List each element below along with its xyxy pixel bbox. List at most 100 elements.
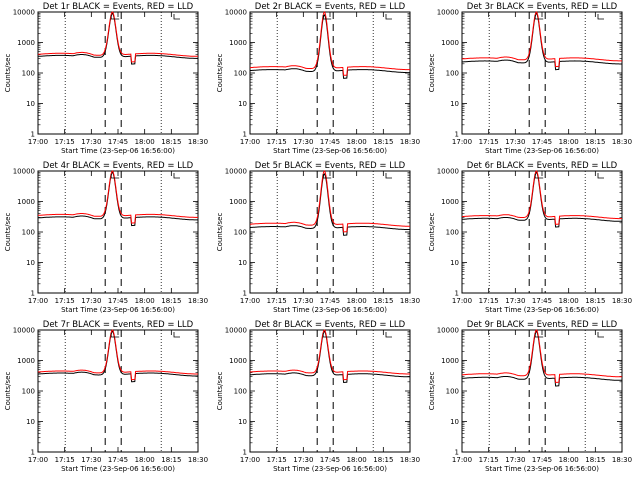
y-tick-label: 10000 [437, 9, 459, 17]
panel-title: Det 2r BLACK = Events, RED = LLD [255, 2, 406, 12]
y-tick-label: 100 [446, 70, 459, 78]
x-tick-label: 18:00 [559, 138, 579, 146]
y-tick-label: 100 [234, 388, 247, 396]
bracket-marker [597, 173, 604, 179]
lld-series-line [250, 10, 410, 76]
y-tick-label: 10 [26, 418, 35, 426]
x-tick-label: 17:30 [505, 138, 525, 146]
y-tick-label: 1000 [441, 39, 459, 47]
lld-series-line [461, 170, 622, 225]
panel-title: Det 3r BLACK = Events, RED = LLD [467, 2, 618, 12]
x-tick-label: 17:00 [240, 297, 260, 305]
panel-title: Det 5r BLACK = Events, RED = LLD [255, 161, 406, 171]
plot-frame [249, 329, 411, 453]
x-tick-label: 17:00 [240, 138, 260, 146]
y-tick-label: 10000 [225, 327, 247, 335]
detector-panel: Det 2r BLACK = Events, RED = LLD 1 10 100 10… [216, 2, 420, 155]
y-axis-label: Counts/sec [428, 213, 436, 252]
x-tick-label: 18:30 [188, 456, 208, 464]
x-tick-label: 17:15 [55, 297, 75, 305]
y-tick-label: 1000 [229, 39, 247, 47]
plot-frame [37, 170, 199, 294]
y-tick-label: 1000 [441, 198, 459, 206]
panel-title: Det 4r BLACK = Events, RED = LLD [43, 161, 194, 171]
x-axis-label: Start Time (23-Sep-06 16:56:00) [485, 147, 599, 155]
events-series-line [37, 12, 198, 65]
y-tick-label: 1 [243, 449, 247, 457]
bracket-marker [110, 15, 120, 20]
y-tick-label: 10 [450, 418, 459, 426]
lld-series-line [38, 11, 198, 63]
y-tick-label: 1 [243, 131, 247, 139]
y-tick-label: 10 [238, 259, 247, 267]
plot-frame [249, 11, 411, 135]
x-tick-label: 18:00 [347, 138, 367, 146]
y-tick-label: 1000 [17, 198, 35, 206]
y-axis-label: Counts/sec [216, 372, 224, 411]
y-tick-label: 10000 [225, 168, 247, 176]
x-tick-label: 18:15 [373, 138, 393, 146]
x-tick-label: 18:30 [400, 456, 420, 464]
bracket-marker [173, 173, 180, 179]
x-tick-label: 17:45 [108, 456, 128, 464]
plot-frame [461, 11, 623, 135]
x-tick-label: 17:15 [267, 297, 287, 305]
y-tick-label: 1000 [17, 357, 35, 365]
plot-frame [37, 11, 199, 135]
x-tick-label: 17:15 [267, 456, 287, 464]
bracket-marker [173, 14, 180, 20]
lld-series-line [249, 329, 410, 381]
bracket-marker [322, 174, 332, 179]
y-tick-label: 100 [22, 229, 35, 237]
x-tick-label: 18:15 [585, 297, 605, 305]
x-tick-label: 17:30 [81, 138, 101, 146]
bracket-marker [597, 332, 604, 338]
detector-panel: Det 3r BLACK = Events, RED = LLD 1 10 100 10… [428, 2, 632, 155]
x-tick-label: 17:30 [505, 456, 525, 464]
x-tick-label: 17:30 [293, 138, 313, 146]
bracket-marker [322, 15, 332, 20]
y-axis-label: Counts/sec [216, 213, 224, 252]
panel-title: Det 9r BLACK = Events, RED = LLD [467, 320, 618, 330]
y-tick-label: 10 [238, 418, 247, 426]
x-tick-label: 17:15 [267, 138, 287, 146]
y-tick-label: 1 [455, 290, 459, 298]
x-tick-label: 17:45 [532, 297, 552, 305]
x-tick-label: 17:45 [108, 297, 128, 305]
x-tick-label: 18:15 [373, 456, 393, 464]
y-tick-label: 100 [446, 229, 459, 237]
y-axis-label: Counts/sec [4, 54, 12, 93]
y-tick-label: 10000 [13, 9, 35, 17]
y-tick-label: 100 [22, 388, 35, 396]
y-tick-label: 100 [22, 70, 35, 78]
x-tick-label: 18:30 [400, 297, 420, 305]
bracket-marker [385, 173, 392, 179]
bracket-marker [322, 333, 332, 338]
y-tick-label: 1 [31, 290, 35, 298]
bracket-marker [534, 333, 544, 338]
panel-title: Det 7r BLACK = Events, RED = LLD [43, 320, 194, 330]
x-tick-label: 18:30 [188, 138, 208, 146]
bracket-marker [385, 332, 392, 338]
x-axis-label: Start Time (23-Sep-06 16:56:00) [485, 465, 599, 473]
lld-series-line [250, 170, 410, 233]
y-tick-label: 10 [450, 100, 459, 108]
bracket-marker [173, 332, 180, 338]
detector-panel: Det 4r BLACK = Events, RED = LLD 1 10 100 10… [4, 161, 208, 314]
y-tick-label: 100 [234, 70, 247, 78]
detector-panel: Det 1r BLACK = Events, RED = LLD 1 10 100 10… [4, 2, 208, 155]
y-tick-label: 1000 [229, 198, 247, 206]
detector-panel: Det 5r BLACK = Events, RED = LLD 1 10 100 10… [216, 161, 420, 314]
lld-series-line [37, 170, 198, 224]
y-axis-label: Counts/sec [428, 54, 436, 93]
x-tick-label: 18:00 [347, 297, 367, 305]
x-tick-label: 17:30 [505, 297, 525, 305]
detector-panel: Det 6r BLACK = Events, RED = LLD 1 10 100 10… [428, 161, 632, 314]
x-tick-label: 18:00 [135, 456, 155, 464]
y-tick-label: 10 [238, 100, 247, 108]
y-axis-label: Counts/sec [428, 372, 436, 411]
x-axis-label: Start Time (23-Sep-06 16:56:00) [61, 465, 175, 473]
events-series-line [462, 171, 622, 228]
y-tick-label: 10000 [437, 168, 459, 176]
